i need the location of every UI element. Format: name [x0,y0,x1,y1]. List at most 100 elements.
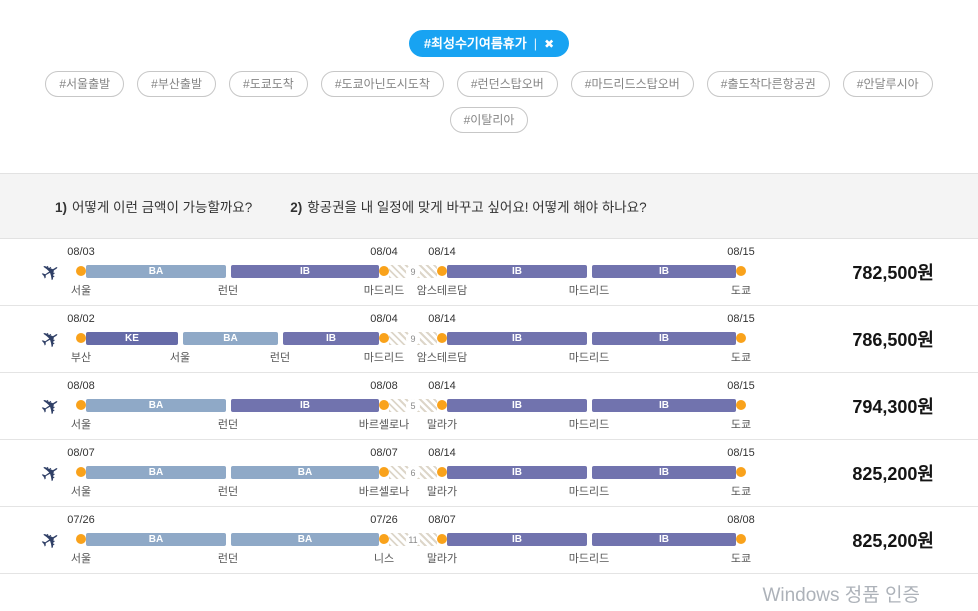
city-label: 런던 [217,419,239,431]
flight-result-row[interactable]: ✈ 08/07 서울 BA 런던 BA 08/07 바르셀로나 6 08/14 말라가 IB 마드리드 I… [0,440,978,507]
waypoint-dot [76,266,86,276]
airline-code: KE [125,333,139,344]
waypoint-dot [76,333,86,343]
waypoint-dot [437,266,447,276]
airline-code: BA [223,333,238,344]
filter-tag[interactable]: #도쿄도착 [229,71,308,97]
city-label: 서울 [70,285,92,297]
segment-date: 08/15 [727,246,755,258]
segment-date: 08/07 [370,447,398,459]
city-label: 니스 [373,553,395,565]
flight-result-row[interactable]: ✈ 08/03 서울 BA 런던 IB 08/04 마드리드 9 08/14 암스테르담 IB 마드리드… [0,239,978,306]
waypoint-dot [437,534,447,544]
question-2[interactable]: 2) 항공권을 내 일정에 맞게 바꾸고 싶어요! 어떻게 해야 하나요? [290,196,646,216]
city-label: 도쿄 [730,419,752,431]
question-1[interactable]: 1) 어떻게 이런 금액이 가능할까요? [55,196,252,216]
airline-bar: IB [447,265,587,278]
segment-date: 07/26 [67,514,95,526]
windows-activation-watermark: Windows 정품 인증 [762,585,920,606]
airplane-icon-box: ✈ [26,456,76,488]
city-label: 런던 [217,486,239,498]
city-label: 도쿄 [730,285,752,297]
active-tag-row: #최성수기여름휴가 | ✖ [0,30,978,57]
airline-code: IB [659,467,669,478]
airplane-icon: ✈ [35,322,66,355]
waypoint-dot [379,266,389,276]
flight-timeline: 08/08 서울 BA 런던 IB 08/08 바르셀로나 5 08/14 말라가 IB 마드리드 IB… [67,378,755,434]
segment-date: 08/14 [428,246,456,258]
filter-tag[interactable]: #런던스탑오버 [456,71,558,97]
filter-tag[interactable]: #서울출발 [45,71,125,97]
price: 782,500원 [852,263,934,283]
waypoint-dot [736,333,746,343]
flight-result-row[interactable]: ✈ 08/02 부산 KE 서울 BA 런던 IB 08/04 마드리드 9 08/14 암스테르담 IB… [0,306,978,373]
flight-timeline: 08/02 부산 KE 서울 BA 런던 IB 08/04 마드리드 9 08/14 암스테르담 IB 마… [67,311,755,367]
city-label: 서울 [70,486,92,498]
filter-tag[interactable]: #부산출발 [137,71,217,97]
waypoint-dot [437,467,447,477]
waypoint-dot [736,467,746,477]
segment-date: 08/07 [428,514,456,526]
segment-date: 08/14 [428,447,456,459]
city-label: 말라가 [426,486,458,498]
city-label: 도쿄 [730,352,752,364]
airline-bar: KE [86,332,178,345]
question-1-text: 어떻게 이런 금액이 가능할까요? [72,200,253,215]
waypoint-dot [76,467,86,477]
close-icon[interactable]: ✖ [544,36,555,51]
airline-bar: BA [231,533,379,546]
segment-date: 08/15 [727,380,755,392]
airline-bar: IB [447,399,587,412]
city-label: 마드리드 [568,553,610,565]
airplane-icon-box: ✈ [26,322,76,354]
airline-code: IB [659,534,669,545]
question-1-number: 1) [55,200,68,215]
segment-date: 08/08 [67,380,95,392]
waypoint-dot [437,333,447,343]
airline-bar: BA [183,332,278,345]
waypoint-dot [379,333,389,343]
active-filter-tag[interactable]: #최성수기여름휴가 | ✖ [408,30,570,57]
city-label: 마드리드 [363,285,405,297]
city-label: 런던 [217,285,239,297]
filter-tag[interactable]: #마드리드스탑오버 [570,71,694,97]
segment-date: 08/04 [370,246,398,258]
airline-bar: BA [86,533,226,546]
flight-result-row[interactable]: ✈ 08/08 서울 BA 런던 IB 08/08 바르셀로나 5 08/14 말라가 IB 마드리드 I… [0,373,978,440]
waypoint-dot [76,400,86,410]
filter-tag[interactable]: #출도착다른항공권 [706,71,830,97]
waypoint-dot [379,467,389,477]
airline-code: BA [148,400,164,411]
airline-code: IB [512,400,522,411]
airline-bar: IB [592,265,736,278]
segment-date: 08/03 [67,246,95,258]
question-2-number: 2) [290,200,303,215]
city-label: 서울 [70,419,92,431]
stay-days: 9 [406,265,420,279]
city-label: 말라가 [426,553,458,565]
waypoint-dot [736,534,746,544]
filter-tag[interactable]: #안달루시아 [842,71,933,97]
segment-date: 08/14 [428,380,456,392]
city-label: 런던 [217,553,239,565]
airline-code: IB [326,333,336,344]
airline-bar: BA [231,466,379,479]
filter-tag[interactable]: #이탈리아 [449,107,529,133]
waypoint-dot [437,400,447,410]
city-label: 마드리드 [363,352,405,364]
price: 794,300원 [852,397,934,417]
flight-result-row[interactable]: ✈ 07/26 서울 BA 런던 BA 07/26 니스 11 08/07 말라가 IB 마드리드 IB 0… [0,507,978,574]
question-2-text: 항공권을 내 일정에 맞게 바꾸고 싶어요! 어떻게 해야 하나요? [307,200,647,215]
airline-code: BA [148,266,164,277]
airline-code: IB [300,266,310,277]
city-label: 도쿄 [730,553,752,565]
filter-tag[interactable]: #도쿄아닌도시도착 [320,71,444,97]
airline-code: IB [512,333,522,344]
flight-results-list: ✈ 08/03 서울 BA 런던 IB 08/04 마드리드 9 08/14 암스테르담 IB 마드리드… [0,239,978,574]
waypoint-dot [736,266,746,276]
waypoint-dot [736,400,746,410]
airline-bar: IB [231,399,379,412]
segment-date: 08/08 [370,380,398,392]
tag-divider: | [533,36,538,51]
stay-days: 9 [406,332,420,346]
